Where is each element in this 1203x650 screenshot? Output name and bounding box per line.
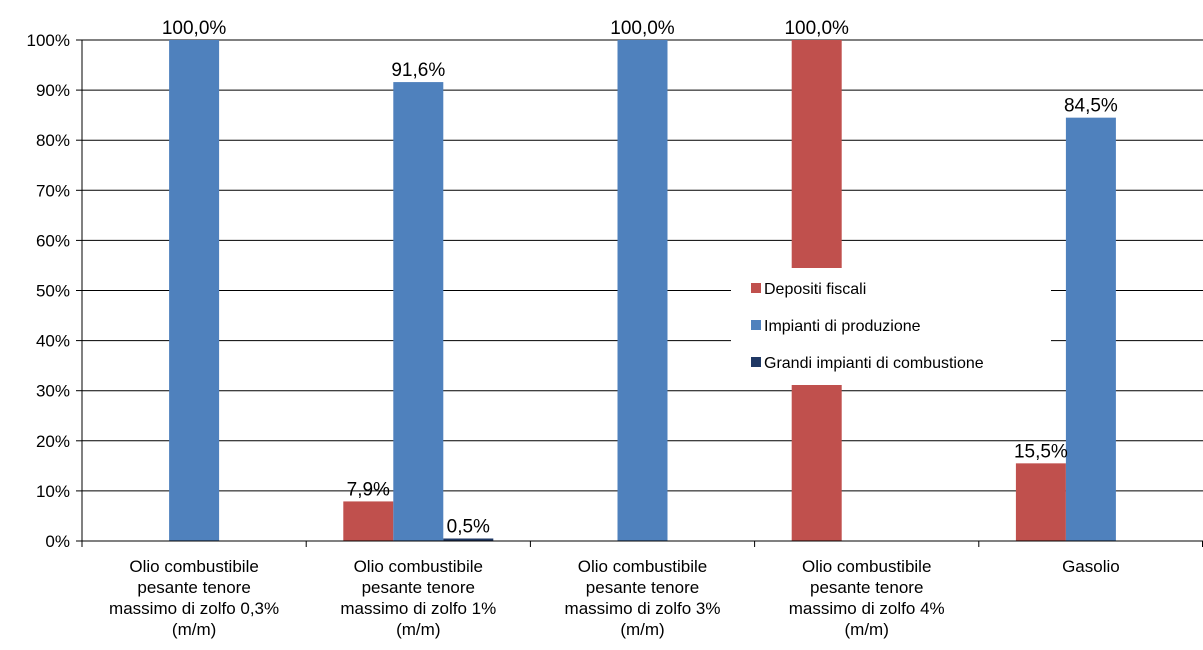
legend-label: Depositi fiscali	[764, 281, 866, 298]
y-tick-label: 50%	[36, 282, 70, 301]
bar	[443, 538, 494, 541]
y-tick-label: 90%	[36, 81, 70, 100]
legend-label: Impianti di produzione	[764, 318, 921, 335]
bar	[1015, 463, 1066, 541]
x-category-label: Olio combustibile pesante tenore massimo d…	[565, 557, 721, 639]
legend-swatch	[751, 357, 761, 367]
axes: 0% 10% 20% 30% 40% 50% 60% 70% 80% 90% 100% Olio co…	[27, 31, 1203, 639]
data-label: 100,0%	[784, 18, 849, 39]
data-label: 100,0%	[162, 18, 227, 39]
x-category-label: Olio combustibile pesante tenore massimo d…	[789, 557, 945, 639]
legend-label: Grandi impianti di combustione	[764, 355, 984, 372]
data-labels: 7,9% 100,0% 15,5% 100,0% 91,6% 100,0% 84,5% 0,5…	[162, 18, 1118, 537]
bar	[393, 82, 444, 542]
y-tick-label: 10%	[36, 482, 70, 501]
y-tick-label: 0%	[45, 532, 70, 551]
legend-swatch	[751, 283, 761, 293]
bar	[617, 40, 668, 541]
y-tick-label: 60%	[36, 231, 70, 250]
data-label: 84,5%	[1064, 96, 1118, 117]
data-label: 7,9%	[347, 479, 390, 500]
y-tick-label: 80%	[36, 131, 70, 150]
y-tick-label: 20%	[36, 432, 70, 451]
legend-swatch	[751, 320, 761, 330]
legend-box	[731, 268, 1051, 385]
y-tick-label: 30%	[36, 382, 70, 401]
data-label: 91,6%	[391, 60, 445, 81]
data-label: 0,5%	[447, 516, 490, 537]
x-category-label: Olio combustibile pesante tenore massimo d…	[340, 557, 496, 639]
x-category-label: Olio combustibile pesante tenore massimo d…	[109, 557, 279, 639]
data-label: 15,5%	[1014, 441, 1068, 462]
bar	[169, 40, 220, 541]
bar	[1065, 117, 1116, 541]
x-category-label: Gasolio	[1062, 557, 1120, 576]
bar	[343, 501, 394, 541]
y-tick-label: 100%	[27, 31, 70, 50]
y-tick-label: 40%	[36, 332, 70, 351]
y-tick-label: 70%	[36, 181, 70, 200]
data-label: 100,0%	[610, 18, 675, 39]
legend: Depositi fiscali Impianti di produzione Gr…	[731, 268, 1051, 385]
